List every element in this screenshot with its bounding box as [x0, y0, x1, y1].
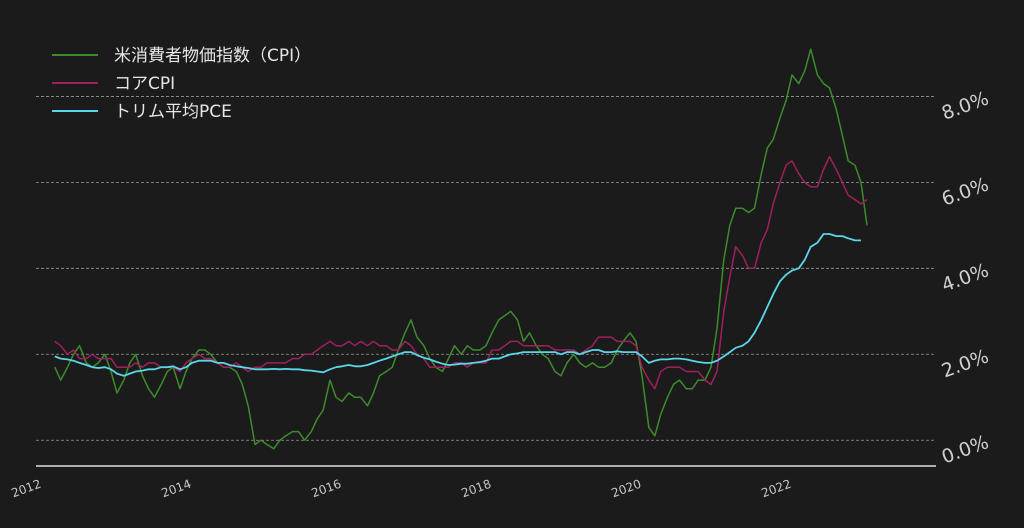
y-tick-label: 4.0% — [939, 259, 992, 296]
y-axis-tick-labels: 0.0% 2.0% 4.0% 6.0% 8.0% — [939, 87, 992, 468]
y-tick-label: 6.0% — [939, 173, 992, 210]
x-tick-label: 2016 — [310, 477, 343, 501]
series-line — [54, 48, 868, 450]
series-lines — [54, 48, 868, 450]
y-tick-label: 2.0% — [939, 345, 992, 382]
legend-label: 米消費者物価指数（CPI） — [114, 46, 311, 66]
x-tick-label: 2020 — [610, 477, 643, 501]
x-tick-label: 2022 — [760, 477, 793, 501]
x-tick-label: 2014 — [160, 477, 193, 501]
x-tick-label: 2018 — [460, 477, 493, 501]
gridlines — [36, 96, 936, 441]
series-line — [54, 233, 861, 377]
legend-label: トリム平均PCE — [114, 102, 232, 122]
x-tick-label: 2012 — [10, 477, 43, 501]
legend-label: コアCPI — [114, 74, 175, 94]
y-tick-label: 8.0% — [939, 87, 992, 124]
x-axis-tick-labels: 2012 2014 2016 2018 2020 2022 — [10, 477, 793, 501]
y-tick-label: 0.0% — [939, 431, 992, 468]
legend: 米消費者物価指数（CPI） コアCPI トリム平均PCE — [52, 46, 311, 122]
